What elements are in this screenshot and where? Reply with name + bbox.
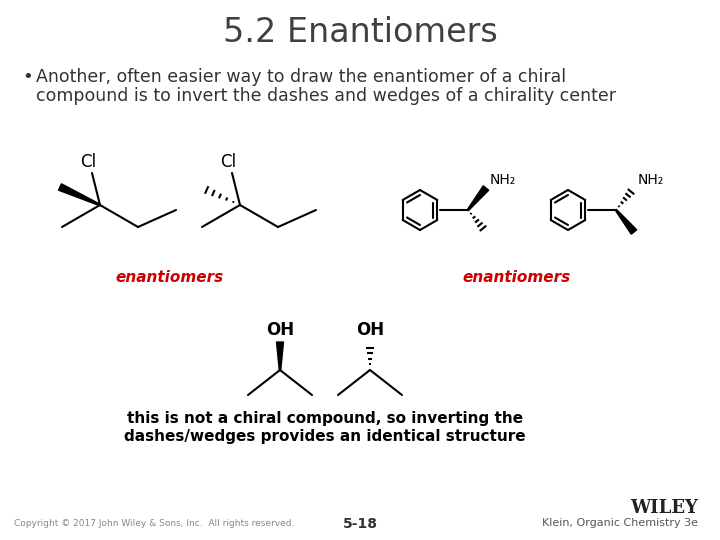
- Text: OH: OH: [266, 321, 294, 339]
- Text: Klein, Organic Chemistry 3e: Klein, Organic Chemistry 3e: [542, 518, 698, 528]
- Text: compound is to invert the dashes and wedges of a chirality center: compound is to invert the dashes and wed…: [36, 87, 616, 105]
- Text: Copyright © 2017 John Wiley & Sons, Inc.  All rights reserved.: Copyright © 2017 John Wiley & Sons, Inc.…: [14, 519, 294, 529]
- Polygon shape: [276, 342, 284, 370]
- Text: 5-18: 5-18: [343, 517, 377, 531]
- Text: NH₂: NH₂: [490, 173, 516, 187]
- Text: WILEY: WILEY: [630, 499, 698, 517]
- Text: this is not a chiral compound, so inverting the: this is not a chiral compound, so invert…: [127, 410, 523, 426]
- Text: NH₂: NH₂: [638, 173, 665, 187]
- Text: Cl: Cl: [220, 153, 236, 171]
- Text: Cl: Cl: [80, 153, 96, 171]
- Text: •: •: [22, 68, 32, 86]
- Polygon shape: [58, 184, 100, 206]
- Text: Another, often easier way to draw the enantiomer of a chiral: Another, often easier way to draw the en…: [36, 68, 566, 86]
- Text: dashes/wedges provides an identical structure: dashes/wedges provides an identical stru…: [124, 429, 526, 443]
- Text: enantiomers: enantiomers: [463, 271, 571, 286]
- Text: enantiomers: enantiomers: [116, 271, 224, 286]
- Polygon shape: [616, 210, 636, 234]
- Text: OH: OH: [356, 321, 384, 339]
- Text: 5.2 Enantiomers: 5.2 Enantiomers: [222, 16, 498, 49]
- Polygon shape: [467, 186, 489, 211]
